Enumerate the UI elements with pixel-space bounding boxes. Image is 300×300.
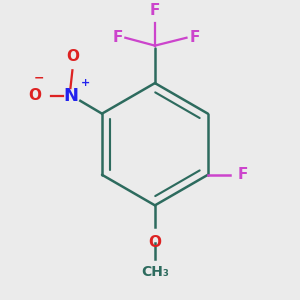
Text: O: O bbox=[66, 50, 79, 64]
Text: F: F bbox=[112, 30, 123, 45]
Text: F: F bbox=[150, 3, 160, 18]
Text: +: + bbox=[81, 78, 91, 88]
Text: CH₃: CH₃ bbox=[141, 265, 169, 278]
Text: F: F bbox=[189, 30, 200, 45]
Text: O: O bbox=[148, 235, 161, 250]
Text: O: O bbox=[28, 88, 41, 104]
Text: −: − bbox=[34, 71, 44, 84]
Text: F: F bbox=[237, 167, 248, 182]
Text: N: N bbox=[63, 87, 78, 105]
